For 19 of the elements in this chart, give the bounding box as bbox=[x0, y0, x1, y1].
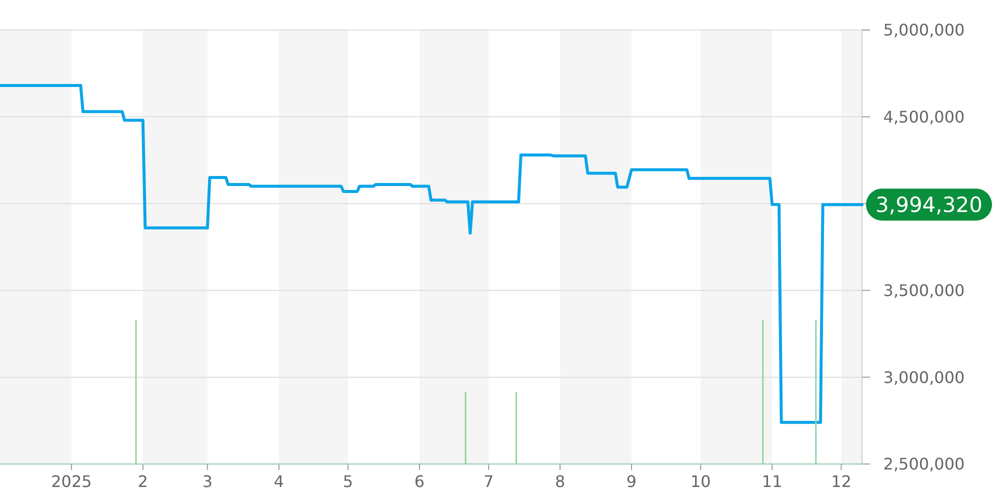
y-tick-label: 4,500,000 bbox=[883, 107, 965, 126]
x-tick-label: 3 bbox=[202, 472, 213, 491]
x-tick-label: 7 bbox=[484, 472, 494, 491]
y-tick-label: 2,500,000 bbox=[883, 454, 965, 474]
x-tick-label: 10 bbox=[690, 472, 711, 491]
x-tick-label: 11 bbox=[762, 472, 782, 491]
x-tick-label: 6 bbox=[414, 472, 425, 491]
x-tick-label: 2 bbox=[138, 472, 148, 491]
x-tick-label: 2025 bbox=[51, 472, 92, 491]
x-tick-label: 5 bbox=[342, 472, 354, 491]
y-tick-label: 3,000,000 bbox=[883, 368, 965, 387]
y-tick-label: 5,000,000 bbox=[883, 20, 965, 40]
line-series bbox=[0, 84, 864, 424]
x-tick-label: 9 bbox=[626, 472, 637, 491]
annotation: 3,994,320 bbox=[876, 193, 982, 218]
y-tick-label: 3,500,000 bbox=[883, 281, 965, 300]
x-tick-label: 12 bbox=[831, 472, 852, 491]
x-tick-label: 4 bbox=[274, 472, 284, 491]
x-tick-label: 8 bbox=[554, 472, 566, 491]
